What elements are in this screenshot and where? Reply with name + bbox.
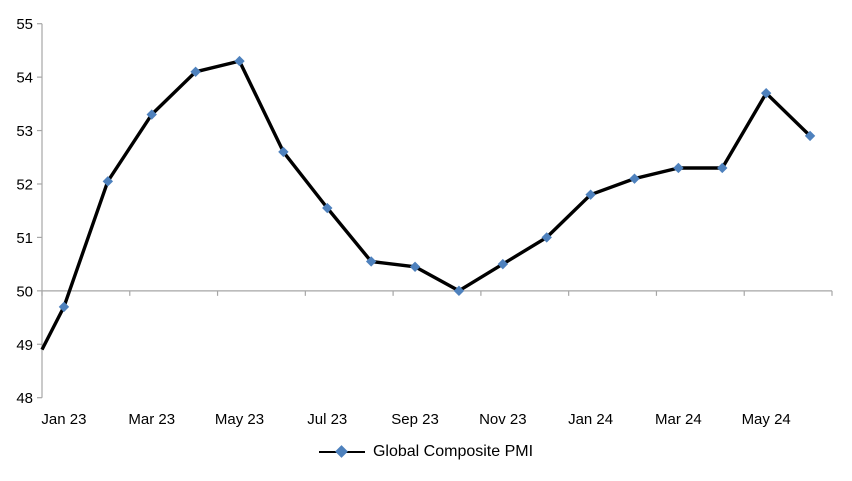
y-axis-tick-label: 55 — [16, 16, 33, 33]
pmi-marker — [585, 189, 596, 200]
pmi-marker — [58, 301, 70, 313]
pmi-marker — [146, 109, 157, 120]
pmi-marker — [409, 261, 421, 272]
pmi-marker — [365, 256, 377, 267]
y-axis-tick-label: 49 — [16, 337, 33, 354]
y-axis-tick-label: 53 — [16, 123, 33, 140]
x-axis-tick-label: Mar 24 — [655, 411, 702, 428]
pmi-marker — [102, 176, 114, 187]
x-axis-tick-label: Nov 23 — [479, 411, 527, 428]
x-axis-tick-label: May 24 — [742, 411, 791, 428]
y-axis-tick-label: 54 — [16, 70, 33, 87]
x-axis-tick-label: Sep 23 — [391, 411, 439, 428]
pmi-series-line — [40, 59, 812, 351]
y-axis-tick-label: 48 — [16, 390, 33, 407]
legend-marker-sample — [318, 443, 365, 461]
pmi-marker — [234, 55, 245, 67]
legend-label: Global Composite PMI — [372, 443, 534, 460]
pmi-marker — [717, 162, 728, 174]
y-axis-tick-label: 51 — [16, 230, 33, 247]
legend: Global Composite PMI — [0, 443, 852, 461]
pmi-marker — [190, 66, 201, 77]
pmi-marker — [629, 173, 640, 184]
pmi-marker — [804, 130, 816, 142]
y-axis-tick-label: 52 — [16, 176, 33, 193]
x-axis-tick-label: May 23 — [215, 411, 264, 428]
x-axis-tick-label: Jan 23 — [41, 411, 86, 428]
legend-diamond-icon — [335, 445, 348, 458]
pmi-marker — [497, 258, 509, 270]
pmi-marker — [278, 146, 289, 158]
pmi-marker — [760, 87, 772, 99]
x-axis-tick-label: Jul 23 — [307, 411, 347, 428]
x-axis-tick-label: Mar 23 — [128, 411, 175, 428]
y-axis-tick-label: 50 — [16, 283, 33, 300]
pmi-marker — [322, 202, 333, 214]
pmi-marker — [673, 162, 684, 174]
pmi-marker — [453, 285, 465, 297]
pmi-marker — [541, 232, 552, 243]
x-axis-tick-label: Jan 24 — [568, 411, 613, 428]
